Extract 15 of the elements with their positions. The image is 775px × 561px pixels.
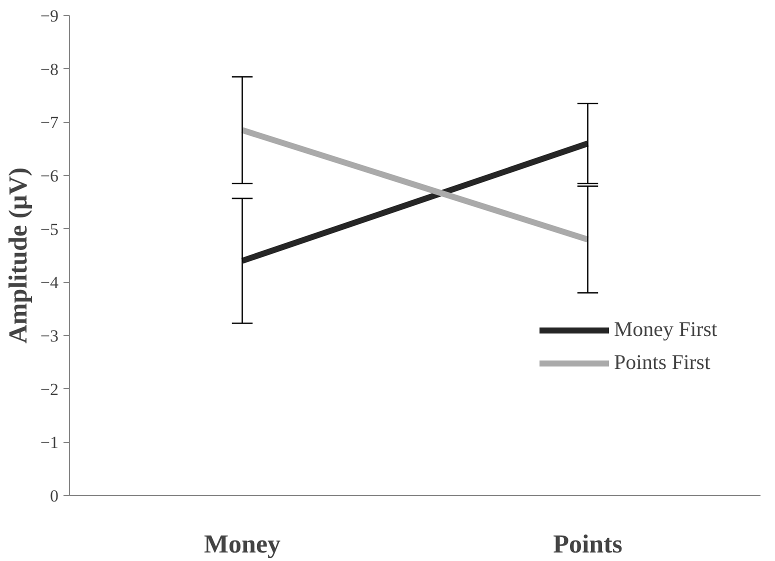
y-tick-label: −6 bbox=[40, 166, 59, 186]
y-tick-label: −8 bbox=[40, 60, 59, 79]
legend-label: Money First bbox=[614, 317, 718, 342]
y-tick-label: −4 bbox=[40, 273, 59, 292]
y-axis-title: Amplitude (µV) bbox=[3, 167, 32, 344]
x-tick-label: Money bbox=[204, 530, 281, 558]
y-tick-label: −1 bbox=[40, 433, 59, 452]
y-tick-label: 0 bbox=[50, 486, 58, 506]
y-tick-label: −5 bbox=[40, 220, 59, 239]
y-tick-label: −9 bbox=[40, 6, 59, 26]
y-tick-label: −3 bbox=[40, 326, 59, 346]
y-tick-label: −2 bbox=[40, 380, 59, 399]
legend-label: Points First bbox=[614, 350, 710, 375]
y-tick-label: −7 bbox=[40, 113, 59, 132]
x-tick-label: Points bbox=[553, 530, 622, 558]
